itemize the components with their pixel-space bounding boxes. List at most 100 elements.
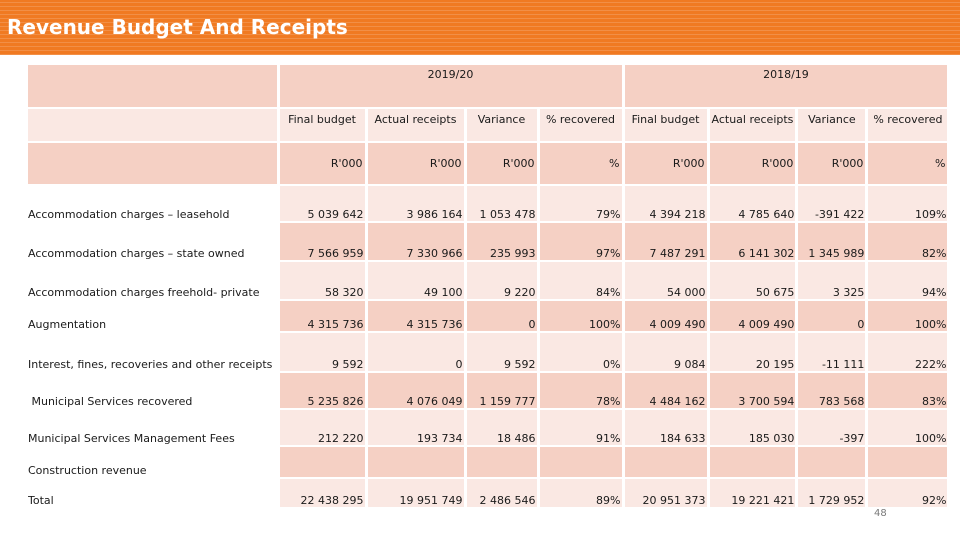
value-cell: 92%	[866, 478, 951, 509]
column-header: % recovered	[866, 108, 951, 143]
value-cell: 22 438 295	[278, 478, 368, 509]
value-cell: 4 394 218	[623, 185, 710, 223]
value-cell	[278, 446, 368, 479]
table-row: Municipal Services Management Fees 212 2…	[28, 409, 951, 447]
value-cell: 83%	[866, 372, 951, 410]
value-cell: 184 633	[623, 409, 710, 447]
value-cell: 4 009 490	[623, 300, 710, 333]
value-cell	[538, 446, 625, 479]
column-header: Final budget	[278, 108, 368, 143]
value-cell: 3 325	[796, 261, 869, 301]
value-cell: 2 486 546	[465, 478, 540, 509]
value-cell: 9 220	[465, 261, 540, 301]
year-header-2018-19: 2018/19	[623, 65, 951, 109]
value-cell: 19 221 421	[708, 478, 799, 509]
value-cell: 58 320	[278, 261, 368, 301]
value-cell: 19 951 749	[366, 478, 467, 509]
column-header: Final budget	[623, 108, 710, 143]
value-cell: 89%	[538, 478, 625, 509]
value-cell: 212 220	[278, 409, 368, 447]
row-label: Total	[28, 478, 280, 509]
value-cell	[366, 446, 467, 479]
value-cell: 1 159 777	[465, 372, 540, 410]
table-row: Accommodation charges – leasehold 5 039 …	[28, 185, 951, 223]
value-cell: 18 486	[465, 409, 540, 447]
value-cell: 78%	[538, 372, 625, 410]
value-cell	[866, 446, 951, 479]
table-row: Municipal Services recovered 5 235 826 4…	[28, 372, 951, 410]
value-cell	[708, 446, 799, 479]
value-cell: 1 345 989	[796, 222, 869, 262]
slide-title: Revenue Budget And Receipts	[7, 15, 348, 39]
table-row: Augmentation 4 315 736 4 315 736 0 100% …	[28, 300, 951, 333]
column-header: % recovered	[538, 108, 625, 143]
unit-cell: R'000	[623, 142, 710, 186]
value-cell: 84%	[538, 261, 625, 301]
value-cell: 185 030	[708, 409, 799, 447]
value-cell: -391 422	[796, 185, 869, 223]
unit-cell: R'000	[465, 142, 540, 186]
value-cell: 1 053 478	[465, 185, 540, 223]
row-label: Municipal Services Management Fees	[28, 409, 280, 447]
value-cell: 783 568	[796, 372, 869, 410]
value-cell: 109%	[866, 185, 951, 223]
table-row: Construction revenue	[28, 446, 951, 479]
value-cell: 91%	[538, 409, 625, 447]
value-cell: 9 592	[465, 332, 540, 373]
value-cell: 7 487 291	[623, 222, 710, 262]
row-label: Accommodation charges freehold- private	[28, 261, 280, 301]
value-cell: 97%	[538, 222, 625, 262]
value-cell: 9 084	[623, 332, 710, 373]
header-blank-cell	[28, 65, 280, 109]
header-blank-cell	[28, 108, 280, 143]
value-cell	[796, 446, 869, 479]
value-cell: 4 484 162	[623, 372, 710, 410]
value-cell: 6 141 302	[708, 222, 799, 262]
value-cell: 9 592	[278, 332, 368, 373]
value-cell: 94%	[866, 261, 951, 301]
value-cell: 193 734	[366, 409, 467, 447]
header-blank-cell	[28, 142, 280, 186]
unit-cell: R'000	[278, 142, 368, 186]
row-label: Accommodation charges – leasehold	[28, 185, 280, 223]
value-cell: 54 000	[623, 261, 710, 301]
value-cell: 4 009 490	[708, 300, 799, 333]
unit-cell: %	[866, 142, 951, 186]
column-header: Actual receipts	[708, 108, 799, 143]
value-cell: 0	[465, 300, 540, 333]
value-cell	[465, 446, 540, 479]
value-cell	[623, 446, 710, 479]
unit-row: R'000 R'000 R'000 % R'000 R'000 R'000 %	[28, 142, 951, 186]
value-cell: 4 315 736	[278, 300, 368, 333]
value-cell: 5 039 642	[278, 185, 368, 223]
year-header-2019-20: 2019/20	[278, 65, 625, 109]
row-label: Municipal Services recovered	[28, 372, 280, 410]
value-cell: 4 076 049	[366, 372, 467, 410]
column-header: Variance	[796, 108, 869, 143]
value-cell: 0	[366, 332, 467, 373]
value-cell: 5 235 826	[278, 372, 368, 410]
column-header: Actual receipts	[366, 108, 467, 143]
value-cell: 20 951 373	[623, 478, 710, 509]
value-cell: 49 100	[366, 261, 467, 301]
row-label: Augmentation	[28, 300, 280, 333]
unit-cell: %	[538, 142, 625, 186]
value-cell: 100%	[538, 300, 625, 333]
value-cell: -11 111	[796, 332, 869, 373]
row-label: Construction revenue	[28, 446, 280, 479]
value-cell: 4 315 736	[366, 300, 467, 333]
revenue-table: 2019/20 2018/19 Final budget Actual rece…	[28, 65, 951, 509]
value-cell: 3 700 594	[708, 372, 799, 410]
column-header: Variance	[465, 108, 540, 143]
table-row: Accommodation charges freehold- private …	[28, 261, 951, 301]
value-cell: 0%	[538, 332, 625, 373]
value-cell: 222%	[866, 332, 951, 373]
value-cell: -397	[796, 409, 869, 447]
row-label: Accommodation charges – state owned	[28, 222, 280, 262]
table-row: Accommodation charges – state owned 7 56…	[28, 222, 951, 262]
value-cell: 7 566 959	[278, 222, 368, 262]
table-row-total: Total 22 438 295 19 951 749 2 486 546 89…	[28, 478, 951, 509]
value-cell: 0	[796, 300, 869, 333]
value-cell: 100%	[866, 300, 951, 333]
value-cell: 4 785 640	[708, 185, 799, 223]
